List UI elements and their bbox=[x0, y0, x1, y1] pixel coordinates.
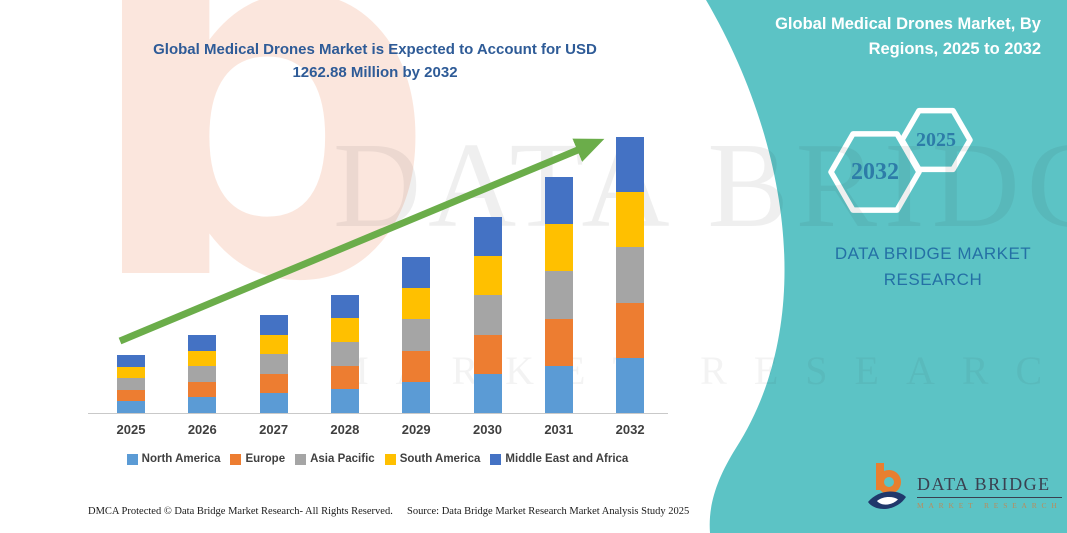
chart-title-line2: 1262.88 Million by 2032 bbox=[292, 64, 458, 81]
chart-title: Global Medical Drones Market is Expected… bbox=[105, 38, 645, 84]
brand-text-line1: DATA BRIDGE MARKET bbox=[834, 244, 1032, 263]
legend-label: South America bbox=[399, 453, 481, 465]
logo-name: DATA BRIDGE bbox=[917, 474, 1062, 498]
right-panel-title: Global Medical Drones Market, By Regions… bbox=[701, 12, 1041, 62]
databridge-logo: DATA BRIDGE MARKET RESEARCH bbox=[866, 460, 1062, 514]
hexagon-2032-label: 2032 bbox=[851, 159, 899, 185]
chart-title-line1: Global Medical Drones Market is Expected… bbox=[153, 41, 597, 58]
legend-item-europe: Europe bbox=[230, 453, 285, 465]
legend-label: Europe bbox=[245, 453, 286, 465]
logo-subtext: MARKET RESEARCH bbox=[917, 501, 1062, 510]
legend-item-north-america: North America bbox=[126, 453, 221, 465]
legend-label: Asia Pacific bbox=[310, 453, 375, 465]
legend-label: North America bbox=[141, 453, 221, 465]
legend-swatch-icon bbox=[384, 453, 396, 465]
hexagon-2032-outline bbox=[828, 131, 922, 213]
legend-swatch-icon bbox=[490, 453, 502, 465]
chart-legend: North America Europe Asia Pacific South Ame… bbox=[85, 453, 670, 465]
legend-item-middle-east-and-africa: Middle East and Africa bbox=[490, 453, 628, 465]
databridge-logo-mark-icon bbox=[868, 463, 906, 509]
right-panel-brand-text: DATA BRIDGE MARKET RESEARCH bbox=[808, 241, 1058, 293]
legend-item-asia-pacific: Asia Pacific bbox=[295, 453, 375, 465]
right-panel-title-line1: Global Medical Drones Market, By bbox=[775, 15, 1041, 33]
legend-swatch-icon bbox=[230, 453, 242, 465]
footer-source: Source: Data Bridge Market Research Mark… bbox=[407, 506, 690, 517]
right-panel-title-line2: Regions, 2025 to 2032 bbox=[868, 40, 1041, 58]
legend-item-south-america: South America bbox=[384, 453, 481, 465]
legend-swatch-icon bbox=[295, 453, 307, 465]
hexagon-2025-label: 2025 bbox=[916, 129, 956, 151]
legend-label: Middle East and Africa bbox=[505, 453, 629, 465]
brand-text-line2: RESEARCH bbox=[883, 270, 983, 289]
legend-swatch-icon bbox=[126, 453, 138, 465]
footer-copyright: DMCA Protected © Data Bridge Market Rese… bbox=[88, 506, 393, 517]
x-axis-line bbox=[88, 413, 668, 414]
